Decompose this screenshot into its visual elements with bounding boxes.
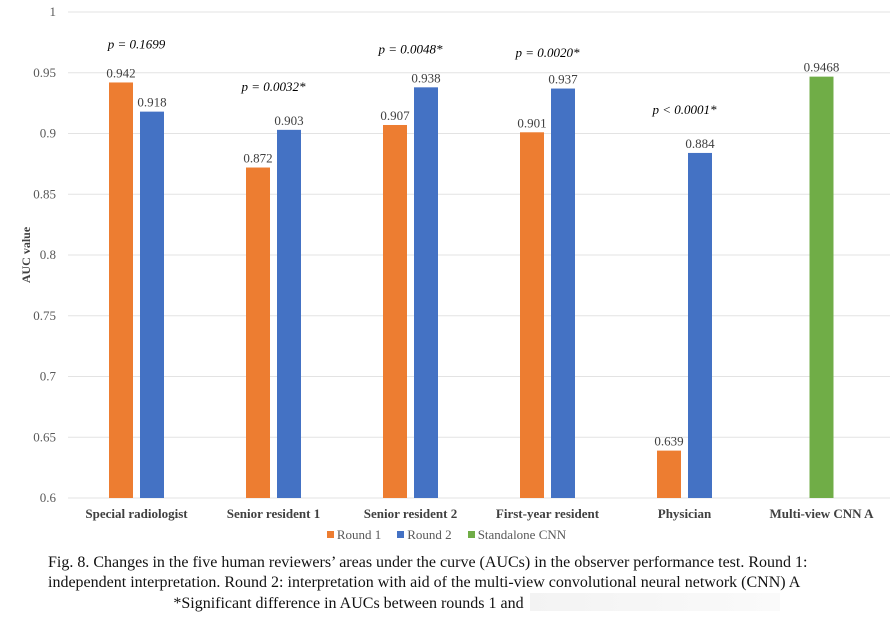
p-value-label: p = 0.0020* <box>514 45 580 60</box>
x-category-label: Senior resident 1 <box>227 506 320 521</box>
data-label: 0.9468 <box>804 60 840 75</box>
y-axis-label: AUC value <box>19 226 33 283</box>
legend-label: Round 2 <box>407 527 452 542</box>
caption-line-1: Fig. 8. Changes in the five human review… <box>48 554 808 571</box>
legend: Round 1 Round 2 Standalone CNN <box>0 527 893 543</box>
y-tick-label: 0.9 <box>40 126 56 141</box>
x-category-label: Physician <box>658 506 712 521</box>
legend-item: Round 2 <box>397 527 452 543</box>
figure-caption: Fig. 8. Changes in the five human review… <box>0 553 893 614</box>
bar-round-1 <box>383 124 407 499</box>
bar-round-2 <box>140 111 164 498</box>
legend-swatch <box>326 531 334 538</box>
p-value-label: p < 0.0001* <box>651 102 717 117</box>
data-label: 0.639 <box>654 434 683 449</box>
data-label: 0.884 <box>685 136 715 151</box>
x-category-label: First-year resident <box>496 506 600 521</box>
data-label: 0.938 <box>411 70 440 85</box>
x-category-label: Senior resident 2 <box>364 506 457 521</box>
data-label: 0.937 <box>548 72 578 87</box>
y-tick-label: 0.65 <box>33 429 56 444</box>
p-value-label: p = 0.0048* <box>377 41 443 56</box>
y-tick-label: 0.7 <box>40 369 57 384</box>
data-label: 0.907 <box>380 108 410 123</box>
bars <box>109 76 834 499</box>
caption-line-2: independent interpretation. Round 2: int… <box>48 574 801 591</box>
y-axis-ticks: 0.6 0.65 0.7 0.75 0.8 0.85 0.9 0.95 1 <box>33 4 56 505</box>
y-tick-label: 0.6 <box>40 490 57 505</box>
y-tick-label: 0.95 <box>33 65 56 80</box>
legend-label: Round 1 <box>336 527 382 542</box>
bar-round-2 <box>414 87 438 498</box>
legend-swatch <box>467 531 475 538</box>
legend-item: Standalone CNN <box>467 527 567 543</box>
data-label: 0.903 <box>274 113 303 128</box>
data-label: 0.872 <box>243 151 272 166</box>
x-category-label: Multi-view CNN A <box>770 506 875 521</box>
legend-item: Round 1 <box>326 527 382 543</box>
gridlines <box>68 11 890 499</box>
bar-round-1 <box>246 167 270 498</box>
bar-round-1 <box>109 82 133 498</box>
p-value-label: p = 0.1699 <box>107 36 166 51</box>
y-tick-label: 1 <box>50 4 57 19</box>
caption-line-3: *Significant difference in AUCs between … <box>0 593 893 614</box>
bar-round-2 <box>277 129 301 499</box>
x-axis-categories: Special radiologist Senior resident 1 Seni… <box>85 506 874 521</box>
caption-line-3-text: *Significant difference in AUCs between … <box>173 595 524 612</box>
bar-round-1 <box>520 132 544 498</box>
p-value-label: p = 0.0032* <box>240 79 306 94</box>
data-label: 0.901 <box>517 115 546 130</box>
obscured-text <box>529 593 780 611</box>
data-label: 0.942 <box>106 65 135 80</box>
bar-round-2 <box>551 88 575 499</box>
y-tick-label: 0.8 <box>40 247 56 262</box>
auc-bar-chart: 0.60.650.70.750.80.850.90.951 AUC value … <box>19 4 890 521</box>
x-category-label: Special radiologist <box>85 506 188 521</box>
legend-swatch <box>397 531 405 538</box>
bar-round-1 <box>657 450 681 498</box>
y-tick-label: 0.75 <box>33 308 56 323</box>
bar-round-2 <box>688 152 712 498</box>
bar-standalone-cnn <box>809 76 834 498</box>
y-tick-label: 0.85 <box>33 186 56 201</box>
legend-label: Standalone CNN <box>477 527 567 542</box>
p-value-annotations: p = 0.1699 p = 0.0032* p = 0.0048* p = 0.00… <box>107 36 717 117</box>
data-label: 0.918 <box>137 95 166 110</box>
